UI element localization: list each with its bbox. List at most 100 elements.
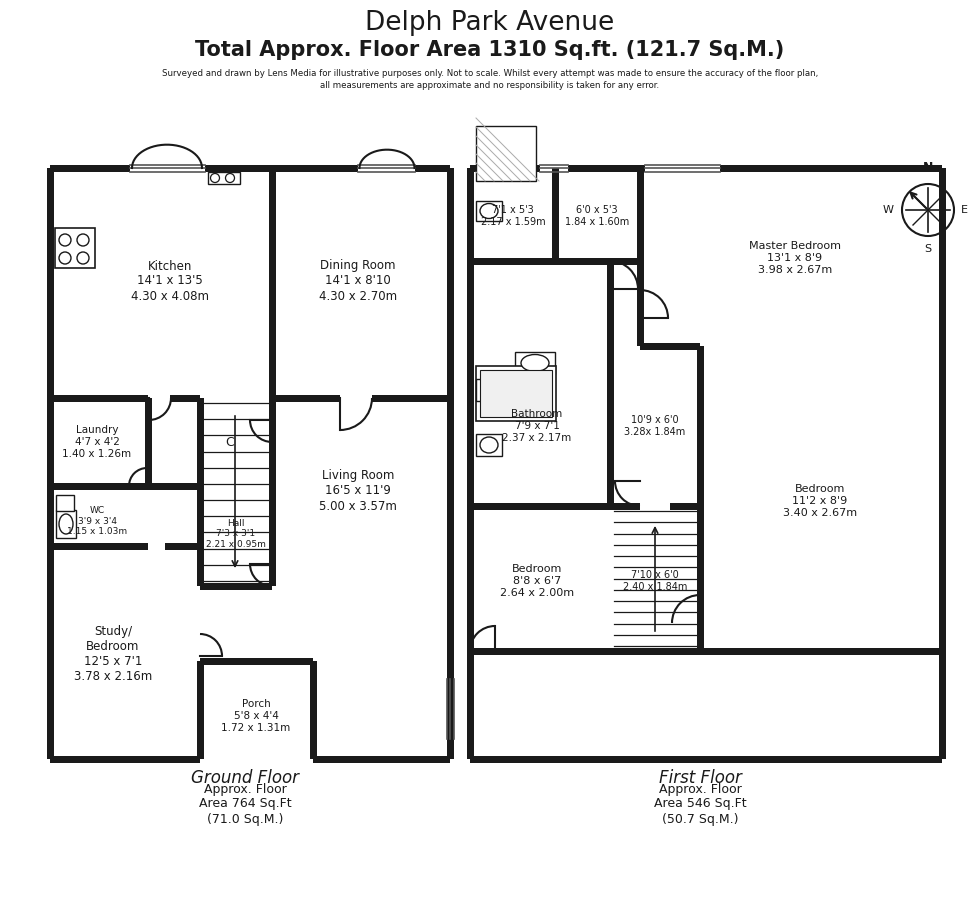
Bar — [470, 346, 610, 506]
Bar — [272, 395, 340, 401]
Text: Kitchen
14'1 x 13'5
4.30 x 4.08m: Kitchen 14'1 x 13'5 4.30 x 4.08m — [131, 259, 209, 302]
Bar — [269, 168, 275, 398]
Text: Bedroom
11'2 x 8'9
3.40 x 2.67m: Bedroom 11'2 x 8'9 3.40 x 2.67m — [783, 485, 858, 518]
Text: Master Bedroom
13'1 x 8'9
3.98 x 2.67m: Master Bedroom 13'1 x 8'9 3.98 x 2.67m — [749, 242, 841, 275]
Text: Total Approx. Floor Area 1310 Sq.ft. (121.7 Sq.M.): Total Approx. Floor Area 1310 Sq.ft. (12… — [195, 40, 785, 60]
Bar — [50, 756, 200, 762]
Bar — [200, 658, 313, 664]
Bar — [50, 168, 272, 398]
Bar — [470, 648, 942, 655]
Bar — [415, 165, 450, 171]
Bar — [640, 343, 700, 350]
Bar — [555, 168, 640, 261]
Bar — [476, 126, 536, 181]
Bar — [610, 503, 640, 509]
Text: Surveyed and drawn by Lens Media for illustrative purposes only. Not to scale. W: Surveyed and drawn by Lens Media for ill… — [162, 69, 818, 78]
Bar — [46, 168, 54, 759]
Text: First Floor: First Floor — [659, 769, 742, 787]
Bar — [272, 398, 450, 586]
Bar — [205, 165, 235, 171]
Bar — [310, 661, 317, 759]
Bar — [200, 661, 313, 759]
Text: Laundry
4'7 x 4'2
1.40 x 1.26m: Laundry 4'7 x 4'2 1.40 x 1.26m — [63, 425, 131, 459]
Bar — [200, 398, 272, 586]
Bar — [56, 495, 74, 511]
Bar — [197, 398, 204, 586]
Bar — [165, 542, 200, 550]
Bar — [939, 168, 946, 759]
Bar — [50, 486, 165, 546]
Bar — [568, 165, 610, 171]
Text: Porch
5'8 x 4'4
1.72 x 1.31m: Porch 5'8 x 4'4 1.72 x 1.31m — [221, 700, 291, 733]
Text: 10'9 x 6'0
3.28x 1.84m: 10'9 x 6'0 3.28x 1.84m — [624, 415, 686, 437]
Ellipse shape — [480, 437, 498, 453]
Bar — [447, 168, 454, 759]
Bar — [55, 228, 95, 268]
Text: Hall
7'3 x 3'1
2.21 x 0.95m: Hall 7'3 x 3'1 2.21 x 0.95m — [206, 519, 266, 549]
Bar — [50, 483, 148, 489]
Bar — [170, 395, 200, 401]
Bar — [697, 346, 704, 651]
Bar — [470, 257, 640, 265]
Bar — [470, 165, 540, 171]
Text: Dining Room
14'1 x 8'10
4.30 x 2.70m: Dining Room 14'1 x 8'10 4.30 x 2.70m — [318, 259, 397, 302]
Bar — [476, 434, 502, 456]
Bar — [50, 398, 148, 486]
Bar — [148, 483, 200, 489]
Text: S: S — [924, 244, 932, 254]
Bar — [470, 168, 555, 261]
Bar — [50, 546, 200, 759]
Text: Approx. Floor
Area 546 Sq.Ft
(50.7 Sq.M.): Approx. Floor Area 546 Sq.Ft (50.7 Sq.M.… — [654, 782, 747, 825]
Text: Bathroom
7'9 x 7'1
2.37 x 2.17m: Bathroom 7'9 x 7'1 2.37 x 2.17m — [503, 409, 571, 442]
Bar — [50, 165, 130, 171]
Bar — [610, 506, 700, 651]
Bar — [272, 168, 450, 398]
Bar — [636, 168, 644, 346]
Bar — [607, 261, 613, 506]
Bar — [476, 201, 502, 221]
Bar — [470, 756, 942, 762]
Bar — [50, 542, 148, 550]
Text: WC
3'9 x 3'4
1.15 x 1.03m: WC 3'9 x 3'4 1.15 x 1.03m — [67, 507, 127, 536]
Bar — [476, 379, 506, 401]
Bar — [610, 165, 645, 171]
Text: 7'1 x 5'3
2.17 x 1.59m: 7'1 x 5'3 2.17 x 1.59m — [480, 205, 545, 227]
Bar — [56, 510, 76, 538]
Text: 7'10 x 6'0
2.40 x 1.84m: 7'10 x 6'0 2.40 x 1.84m — [623, 570, 687, 592]
Text: Ground Floor: Ground Floor — [191, 769, 299, 787]
Text: Delph Park Avenue: Delph Park Avenue — [366, 10, 614, 36]
Text: Living Room
16'5 x 11'9
5.00 x 3.57m: Living Room 16'5 x 11'9 5.00 x 3.57m — [319, 470, 397, 512]
Bar — [470, 503, 610, 509]
Text: W: W — [883, 205, 894, 215]
Bar — [144, 398, 152, 486]
Text: Approx. Floor
Area 764 Sq.Ft
(71.0 Sq.M.): Approx. Floor Area 764 Sq.Ft (71.0 Sq.M.… — [199, 782, 291, 825]
Bar — [470, 506, 610, 651]
Text: Bedroom
8'8 x 6'7
2.64 x 2.00m: Bedroom 8'8 x 6'7 2.64 x 2.00m — [500, 564, 574, 597]
Text: all measurements are approximate and no responsibility is taken for any error.: all measurements are approximate and no … — [320, 81, 660, 90]
Bar — [640, 168, 942, 346]
Ellipse shape — [59, 514, 73, 534]
Ellipse shape — [480, 203, 498, 219]
Bar — [200, 583, 272, 590]
Ellipse shape — [521, 354, 549, 372]
Bar — [610, 346, 700, 506]
Text: N: N — [923, 161, 933, 174]
Bar — [640, 261, 700, 346]
Bar — [197, 661, 204, 759]
Bar — [235, 165, 272, 171]
Bar — [208, 172, 240, 184]
Bar — [470, 651, 942, 759]
Bar — [476, 366, 556, 421]
Bar — [372, 395, 450, 401]
Text: C: C — [225, 435, 234, 449]
Bar — [480, 370, 552, 417]
Bar — [552, 168, 559, 261]
Text: E: E — [961, 205, 968, 215]
Bar — [50, 395, 148, 401]
Bar — [466, 168, 473, 759]
Text: 6'0 x 5'3
1.84 x 1.60m: 6'0 x 5'3 1.84 x 1.60m — [564, 205, 629, 227]
Text: Study/
Bedroom
12'5 x 7'1
3.78 x 2.16m: Study/ Bedroom 12'5 x 7'1 3.78 x 2.16m — [74, 625, 152, 683]
Bar — [720, 165, 942, 171]
Bar — [269, 398, 275, 586]
Bar — [272, 165, 358, 171]
